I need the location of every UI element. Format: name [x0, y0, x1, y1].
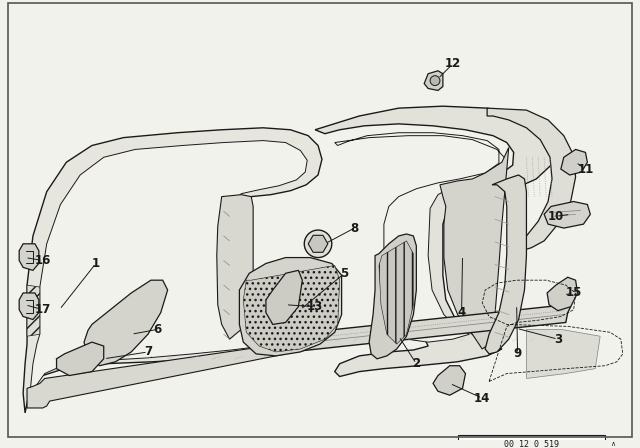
Text: 12: 12: [445, 57, 461, 70]
Bar: [458, 435, 605, 448]
Polygon shape: [27, 285, 40, 336]
Polygon shape: [27, 344, 285, 408]
Polygon shape: [243, 265, 340, 352]
Text: 1: 1: [92, 257, 100, 270]
Text: 14: 14: [474, 392, 490, 405]
Polygon shape: [19, 293, 39, 319]
Text: 6: 6: [154, 323, 162, 336]
Polygon shape: [487, 108, 575, 251]
Polygon shape: [527, 329, 600, 379]
Text: 5: 5: [340, 267, 349, 280]
Polygon shape: [56, 342, 104, 375]
Text: 15: 15: [566, 286, 582, 299]
Polygon shape: [315, 106, 554, 376]
Text: 8: 8: [350, 222, 358, 235]
Text: 00 12 0 519: 00 12 0 519: [504, 440, 559, 448]
Text: 4: 4: [458, 306, 466, 319]
Polygon shape: [84, 280, 168, 366]
Circle shape: [310, 236, 326, 252]
Polygon shape: [217, 194, 253, 339]
Text: 11: 11: [577, 163, 593, 176]
Polygon shape: [19, 244, 39, 270]
Polygon shape: [30, 141, 307, 408]
Polygon shape: [440, 147, 509, 349]
Polygon shape: [424, 71, 443, 90]
Text: 9: 9: [513, 347, 522, 360]
Text: ∧: ∧: [611, 441, 616, 448]
Polygon shape: [547, 277, 577, 310]
Text: 3: 3: [554, 333, 562, 346]
Polygon shape: [23, 128, 322, 413]
Polygon shape: [335, 133, 507, 342]
Circle shape: [304, 230, 332, 258]
Text: 13: 13: [307, 300, 323, 313]
Text: 16: 16: [35, 254, 51, 267]
Polygon shape: [544, 202, 590, 228]
Polygon shape: [266, 270, 302, 324]
Polygon shape: [308, 235, 328, 252]
Polygon shape: [379, 241, 413, 344]
Text: 7: 7: [144, 345, 152, 358]
Circle shape: [430, 76, 440, 86]
Polygon shape: [561, 150, 588, 175]
Polygon shape: [485, 175, 527, 354]
Polygon shape: [239, 258, 342, 356]
Polygon shape: [285, 305, 571, 352]
Text: 17: 17: [35, 303, 51, 316]
Polygon shape: [433, 366, 465, 395]
Polygon shape: [369, 234, 417, 359]
Text: 2: 2: [412, 357, 420, 370]
Text: 10: 10: [548, 210, 564, 223]
